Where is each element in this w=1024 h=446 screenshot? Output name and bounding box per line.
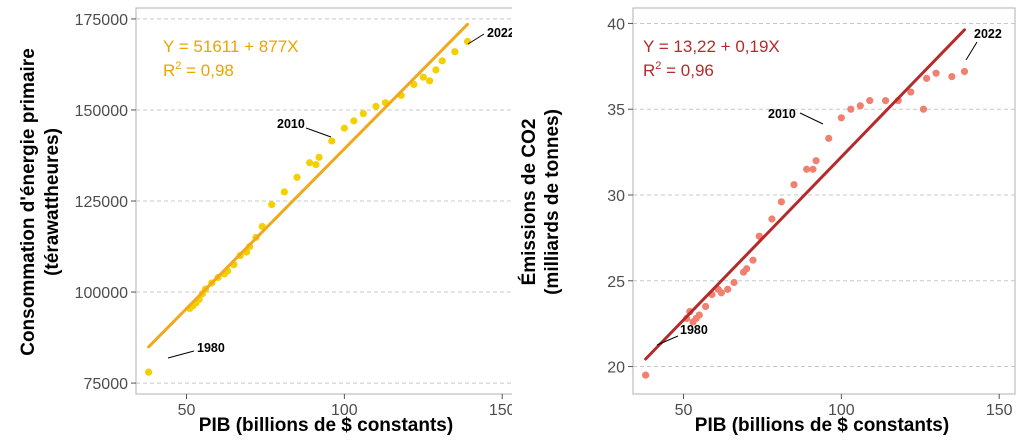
data-point <box>768 215 776 223</box>
data-point <box>825 134 833 142</box>
data-point <box>743 265 751 273</box>
y-tick-label: 40 <box>607 16 625 33</box>
data-point <box>809 165 817 173</box>
data-point <box>432 66 440 74</box>
annotation-leader <box>656 335 679 346</box>
annotation-label: 2022 <box>974 27 1002 41</box>
annotation-label: 2010 <box>277 117 305 131</box>
annotation-label: 2022 <box>487 26 512 40</box>
r-squared-superscript: 2 <box>655 60 661 72</box>
x-tick-label: 50 <box>675 402 693 419</box>
annotation-label: 1980 <box>680 323 708 337</box>
r-squared-label: R2 = 0,96 <box>643 60 714 80</box>
y-tick-label: 30 <box>607 188 625 205</box>
data-point <box>350 117 358 125</box>
data-point <box>328 137 336 145</box>
data-point <box>932 69 940 77</box>
data-point <box>340 124 348 132</box>
y-tick-label: 20 <box>607 360 625 377</box>
y-tick-label: 175000 <box>75 12 128 29</box>
x-axis-label: PIB (billions de $ constants) <box>199 415 453 436</box>
data-point <box>717 289 725 297</box>
data-point <box>803 165 811 173</box>
annotation-label: 2010 <box>768 107 796 121</box>
regression-line <box>644 28 966 361</box>
x-tick-label: 150 <box>489 402 512 419</box>
data-point <box>293 173 301 181</box>
plot-panel <box>632 7 1016 395</box>
data-point <box>419 73 427 81</box>
x-tick-label: 100 <box>828 402 855 419</box>
regression-equation: Y = 13,22 + 0,19X <box>643 37 780 56</box>
data-point <box>268 201 276 209</box>
data-point <box>702 302 710 311</box>
annotation-leader <box>965 41 978 61</box>
x-tick-label: 100 <box>331 402 358 419</box>
data-point <box>749 256 757 264</box>
r-squared-superscript: 2 <box>175 60 181 72</box>
data-point <box>724 285 732 293</box>
data-point <box>315 153 323 161</box>
data-point <box>837 114 845 122</box>
data-point <box>372 102 380 110</box>
data-point <box>847 105 855 113</box>
annotation-leader <box>167 350 195 359</box>
data-point <box>960 67 969 76</box>
y-axis-label-line2: (milliards de tonnes) <box>542 109 563 295</box>
data-point <box>145 368 153 376</box>
y-tick-label: 125000 <box>75 194 128 211</box>
data-point <box>410 80 418 89</box>
data-point <box>426 77 434 85</box>
annotation-leader <box>467 33 485 45</box>
data-point <box>438 57 446 65</box>
y-tick-label: 35 <box>607 102 625 119</box>
data-point <box>881 97 890 105</box>
data-point <box>642 371 650 379</box>
r-squared-label: R2 = 0,98 <box>163 60 234 80</box>
data-point <box>695 311 703 319</box>
data-point <box>790 181 798 189</box>
data-point <box>280 188 288 196</box>
regression-line <box>147 22 469 349</box>
data-point <box>306 159 314 167</box>
r-squared-r: R <box>643 61 655 80</box>
r-squared-value: = 0,96 <box>661 61 713 80</box>
y-tick-label: 75000 <box>84 376 129 393</box>
y-tick-label: 150000 <box>75 103 128 120</box>
data-point <box>919 105 928 113</box>
energy-vs-gdp-chart: 75000 100000 125000 150000 175000 50 100 150 198… <box>18 7 512 436</box>
data-point <box>907 88 915 96</box>
data-point <box>451 48 459 56</box>
data-point <box>856 102 864 110</box>
data-point <box>812 157 820 165</box>
x-tick-label: 150 <box>986 402 1013 419</box>
annotation-leader <box>305 127 332 138</box>
y-tick-label: 100000 <box>75 285 128 302</box>
data-point <box>730 278 738 287</box>
data-point <box>948 73 956 81</box>
data-point <box>359 110 367 118</box>
x-tick-label: 50 <box>178 402 196 419</box>
data-point <box>777 198 785 206</box>
data-point <box>312 160 320 169</box>
y-tick-label: 25 <box>607 274 625 291</box>
y-axis-label-line2: (térawattheures) <box>42 128 63 276</box>
co2-vs-gdp-chart: 20 25 30 35 40 50 100 150 1980 2010 2022 Y = 13,22 … <box>518 7 1016 436</box>
r-squared-r: R <box>163 61 175 80</box>
y-axis-label-line1: Consommation d'énergie primaire <box>18 48 39 356</box>
y-axis-label-line1: Émissions de CO2 <box>518 119 540 286</box>
annotation-leader <box>799 112 824 125</box>
data-point <box>923 74 931 82</box>
regression-equation: Y = 51611 + 877X <box>163 37 299 56</box>
plot-panel <box>135 7 512 395</box>
r-squared-value: = 0,98 <box>181 61 233 80</box>
data-point <box>463 37 472 46</box>
data-point <box>866 97 874 105</box>
x-axis-label: PIB (billions de $ constants) <box>695 415 949 436</box>
annotation-label: 1980 <box>197 341 225 355</box>
